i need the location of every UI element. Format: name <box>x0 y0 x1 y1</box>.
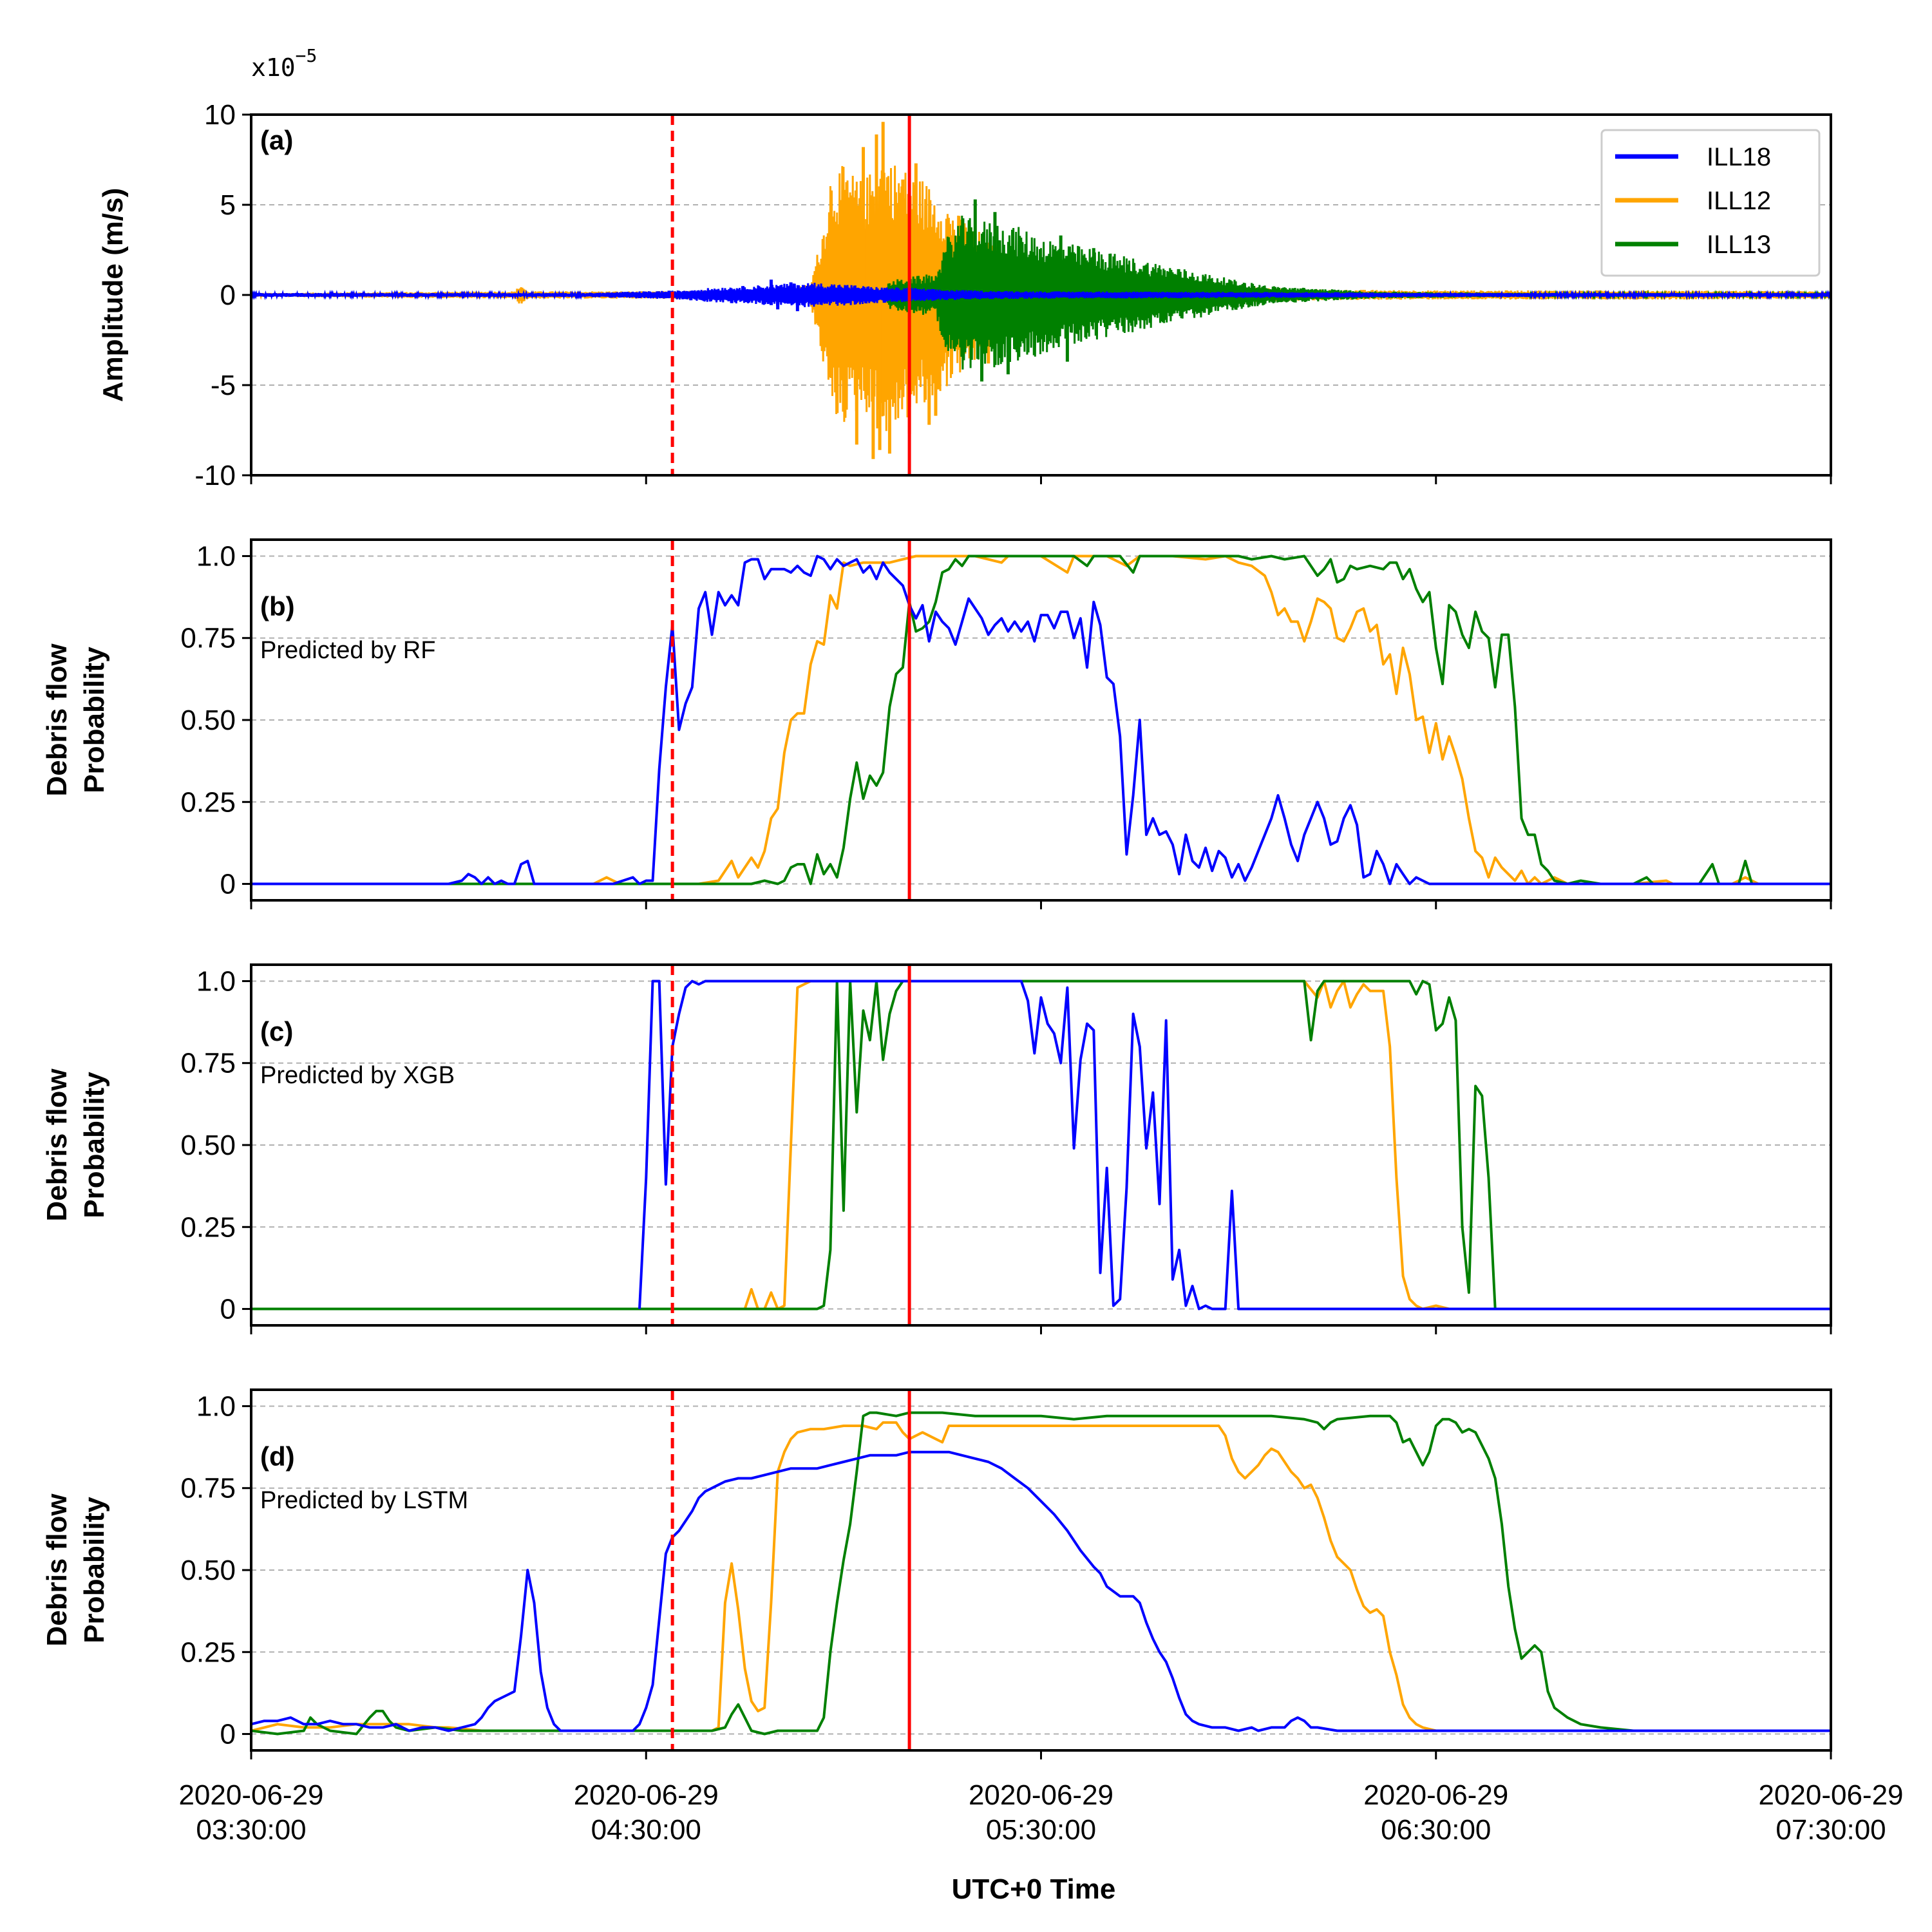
panel-label: (b) <box>260 591 295 621</box>
panel-label: (c) <box>260 1016 293 1046</box>
legend-box <box>1600 129 1821 277</box>
series-line-ILL13 <box>251 980 1831 1311</box>
y-tick-label: 0.50 <box>180 1130 236 1161</box>
x-tick-label-time: 05:30:00 <box>986 1814 1096 1846</box>
x-axis: UTC+0 Time 2020-06-2903:30:002020-06-290… <box>178 1779 1903 1905</box>
panel-label: (d) <box>260 1441 295 1472</box>
legend-label-ILL13: ILL13 <box>1707 231 1771 259</box>
y-axis-label: Debris flow Probability <box>41 643 110 797</box>
panel-c: 0 0.25 0.50 0.75 1.0 Debris flow Probability (c… <box>41 963 1832 1334</box>
y-tick-label: 1.0 <box>196 965 236 997</box>
y-tick-label: 1.0 <box>196 1390 236 1422</box>
legend-label-ILL12: ILL12 <box>1707 187 1771 215</box>
y-axis-label-line: Debris flow <box>41 643 73 797</box>
x-axis-label: UTC+0 Time <box>952 1873 1116 1905</box>
y-tick-label: 0.75 <box>180 623 236 654</box>
series-line-ILL13 <box>251 1411 1831 1736</box>
panel-subtitle: Predicted by LSTM <box>260 1487 468 1514</box>
series-line-ILL18 <box>251 1450 1831 1732</box>
x-tick-label-time: 07:30:00 <box>1776 1814 1886 1846</box>
y-axis-multiplier-exponent: −5 <box>296 45 317 66</box>
panel-subtitle: Predicted by XGB <box>260 1062 455 1089</box>
y-axis-label-line: Probability <box>79 1072 110 1218</box>
y-axis-label-line: Probability <box>79 1497 110 1643</box>
x-tick-label-date: 2020-06-29 <box>178 1779 323 1811</box>
y-tick-label: 0.25 <box>180 786 236 818</box>
x-tick-label-time: 06:30:00 <box>1381 1814 1491 1846</box>
y-tick-label: 1.0 <box>196 540 236 572</box>
y-axis-label-line: Debris flow <box>41 1068 73 1222</box>
series-line-ILL13 <box>251 554 1831 886</box>
y-tick-label: 0 <box>220 1294 236 1325</box>
x-tick-label-date: 2020-06-29 <box>574 1779 719 1811</box>
y-axis-label: Debris flow Probability <box>41 1493 110 1647</box>
y-tick-label: 5 <box>220 189 236 221</box>
y-tick-label: 0.75 <box>180 1048 236 1079</box>
plot-area-c <box>251 980 1831 1311</box>
plot-area-a <box>251 122 1831 459</box>
panel-b: 0 0.25 0.50 0.75 1.0 Debris flow Probability (b… <box>41 538 1832 909</box>
y-tick-label: 10 <box>204 99 236 131</box>
series-line-ILL18 <box>638 980 1831 1311</box>
y-tick-label: 0 <box>220 869 236 900</box>
series-line-ILL12 <box>251 554 1831 886</box>
x-tick-label-time: 03:30:00 <box>196 1814 306 1846</box>
panel-d: 0 0.25 0.50 0.75 1.0 Debris flow Probability (d… <box>41 1388 1832 1759</box>
y-tick-label: 0.75 <box>180 1473 236 1504</box>
panel-label: (a) <box>260 125 293 155</box>
plot-area-d <box>251 1411 1831 1736</box>
y-axis-label-line: Debris flow <box>41 1493 73 1647</box>
y-tick-label: -10 <box>194 460 236 491</box>
legend-label-ILL18: ILL18 <box>1707 143 1771 171</box>
y-tick-label: 0.25 <box>180 1211 236 1243</box>
x-tick-label-date: 2020-06-29 <box>1758 1779 1903 1811</box>
plot-area-b <box>251 554 1831 886</box>
y-tick-label: 0 <box>220 1719 236 1750</box>
y-tick-label: 0.50 <box>180 705 236 736</box>
signal-ILL18 <box>251 283 1831 308</box>
y-axis-label: Amplitude (m/s) <box>97 188 129 402</box>
series-line-ILL18 <box>251 554 1831 886</box>
y-tick-label: 0.25 <box>180 1636 236 1668</box>
x-tick-label-date: 2020-06-29 <box>1363 1779 1508 1811</box>
x-tick-label-date: 2020-06-29 <box>969 1779 1113 1811</box>
legend: ILL18 ILL12 ILL13 <box>1600 129 1821 277</box>
y-axis-label-line: Probability <box>79 647 110 793</box>
y-tick-label: -5 <box>211 370 236 401</box>
y-tick-label: 0 <box>220 279 236 311</box>
x-tick-label-time: 04:30:00 <box>591 1814 701 1846</box>
panel-subtitle: Predicted by RF <box>260 637 435 664</box>
y-tick-label: 0.50 <box>180 1555 236 1586</box>
y-axis-label: Debris flow Probability <box>41 1068 110 1222</box>
